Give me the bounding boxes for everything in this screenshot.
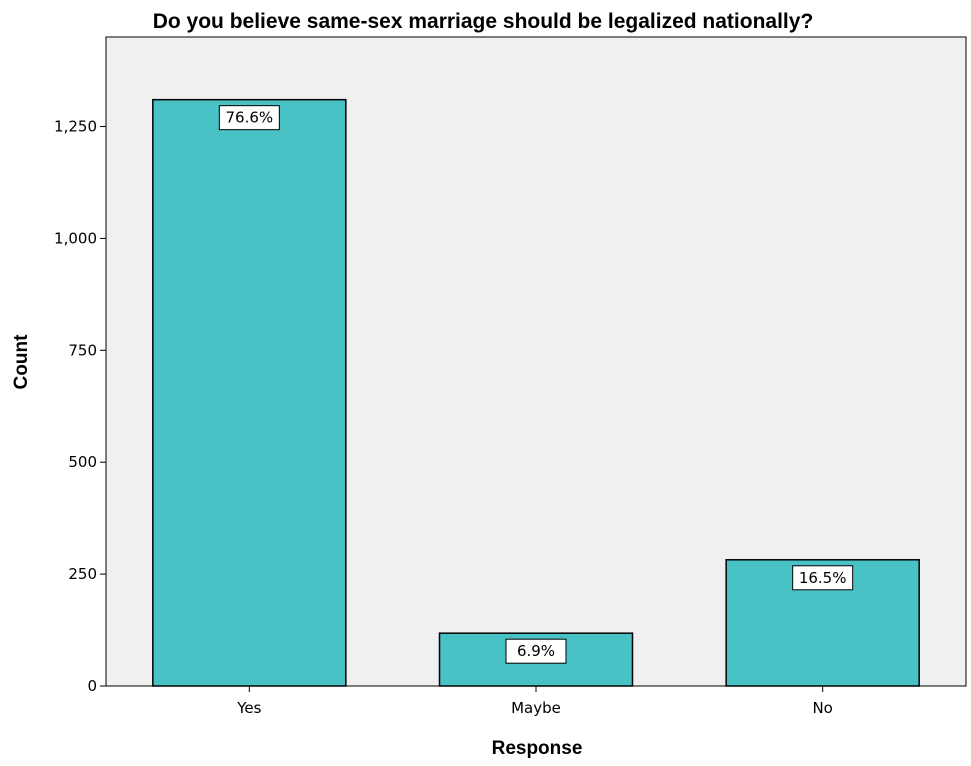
data-label-yes: 76.6% <box>226 109 274 127</box>
y-tick-label: 1,250 <box>54 118 97 136</box>
bars-group <box>152 98 920 687</box>
x-axis-title: Response <box>492 738 583 759</box>
data-label-box-maybe <box>505 638 567 664</box>
x-axis: Yes Maybe No <box>236 686 833 717</box>
y-tick-label: 750 <box>68 341 97 359</box>
y-axis: 0 250 500 750 1,000 1,250 <box>54 118 106 695</box>
chart-title: Do you believe same-sex marriage should … <box>153 10 814 33</box>
y-tick-label: 0 <box>87 677 97 695</box>
x-tick-label: No <box>812 699 832 717</box>
data-label-maybe: 6.9% <box>517 642 555 660</box>
x-tick-label: Maybe <box>511 699 561 717</box>
y-tick-label: 500 <box>68 453 97 471</box>
y-tick-label: 1,000 <box>54 229 97 247</box>
x-tick-label: Yes <box>236 699 261 717</box>
data-labels-group: 76.6% 6.9% 16.5% <box>218 105 854 664</box>
data-label-box-yes <box>218 105 280 131</box>
data-label-no: 16.5% <box>799 569 847 587</box>
y-tick-label: 250 <box>68 565 97 583</box>
bar-yes <box>152 98 347 687</box>
data-label-box-no <box>792 565 854 591</box>
y-axis-title: Count <box>11 334 32 390</box>
